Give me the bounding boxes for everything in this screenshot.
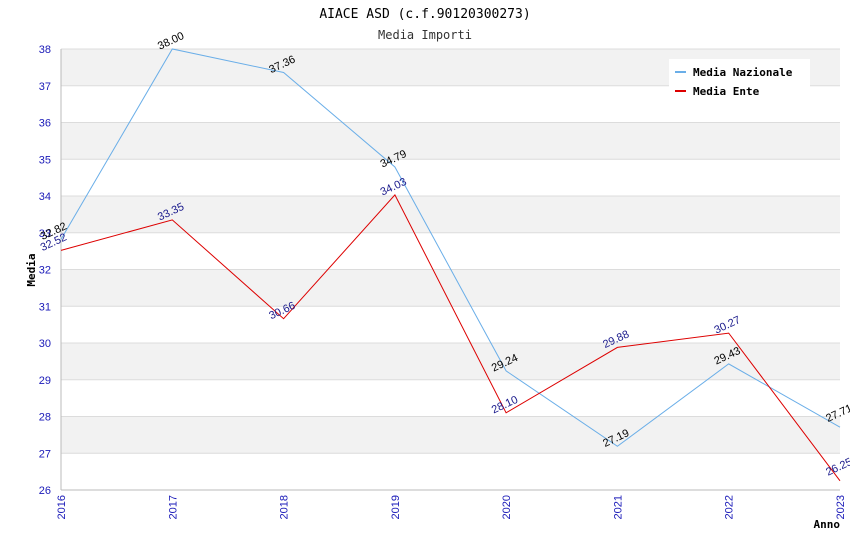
x-tick-label: 2023 — [835, 495, 847, 519]
chart-subtitle: Media Importi — [378, 28, 472, 42]
x-tick-label: 2019 — [390, 495, 402, 519]
chart-title: AIACE ASD (c.f.90120300273) — [319, 7, 530, 22]
grid-band — [61, 122, 840, 160]
data-label: 34.03 — [379, 176, 409, 199]
y-tick-label: 28 — [39, 412, 51, 424]
y-tick-label: 36 — [39, 118, 51, 130]
y-tick-label: 35 — [39, 154, 51, 166]
y-tick-label: 33 — [39, 228, 51, 240]
x-tick-label: 2022 — [724, 495, 736, 519]
x-tick-label: 2018 — [279, 495, 291, 519]
x-tick-label: 2020 — [501, 495, 513, 519]
grid-band — [61, 269, 840, 307]
grid-band — [61, 196, 840, 233]
x-tick-label: 2017 — [167, 495, 179, 519]
grid-band — [61, 343, 840, 380]
data-label: 28.10 — [490, 394, 520, 417]
legend: Media Nazionale Media Ente — [669, 59, 810, 101]
series-lines — [60, 48, 841, 482]
y-tick-label: 26 — [39, 485, 51, 497]
y-tick-label: 32 — [39, 265, 51, 277]
series-line — [60, 194, 841, 482]
grid-bands — [61, 49, 840, 454]
y-tick-label: 37 — [39, 81, 51, 93]
y-tick-label: 31 — [39, 301, 51, 313]
legend-entry: Media Ente — [693, 85, 760, 98]
x-tick-label: 2016 — [56, 495, 68, 519]
y-tick-label: 29 — [39, 375, 51, 387]
y-tick-label: 38 — [39, 44, 51, 56]
grid-lines — [61, 48, 840, 491]
x-tick-labels: 2016 2017 2018 2019 2020 2021 2022 2023 — [56, 495, 847, 519]
x-tick-label: 2021 — [612, 495, 624, 519]
x-axis-label: Anno — [814, 518, 841, 531]
y-axis-label: Media — [25, 253, 38, 286]
legend-box — [669, 59, 810, 101]
data-label: 26.25 — [824, 456, 850, 479]
grid-band — [61, 416, 840, 454]
y-tick-label: 27 — [39, 448, 51, 460]
axes — [60, 49, 840, 491]
y-tick-labels: 26 27 28 29 30 31 32 33 34 35 36 37 38 — [39, 44, 51, 497]
series-line — [60, 48, 841, 447]
y-tick-label: 34 — [39, 191, 51, 203]
y-tick-label: 30 — [39, 338, 51, 350]
legend-entry: Media Nazionale — [693, 66, 793, 79]
